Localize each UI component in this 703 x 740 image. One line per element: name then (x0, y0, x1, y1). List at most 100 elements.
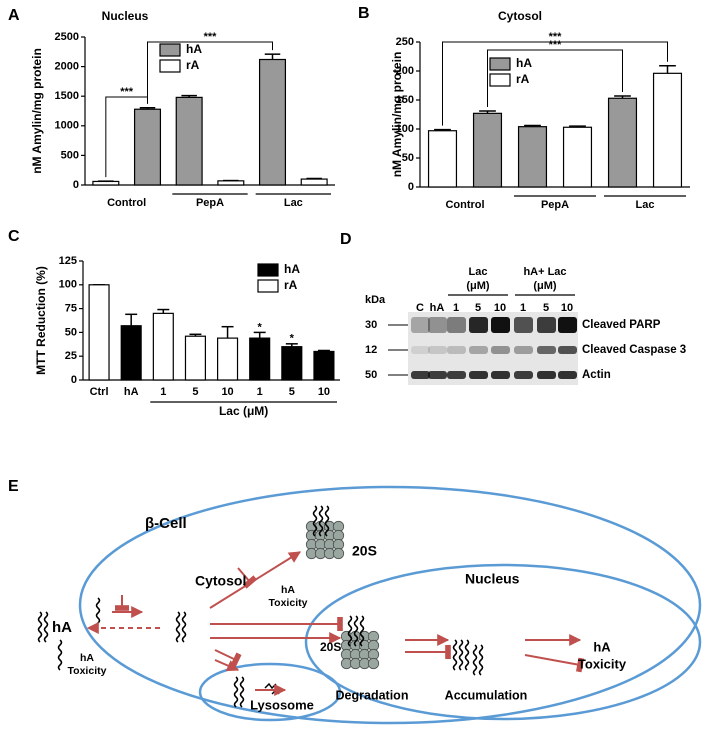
annotation: * (258, 321, 263, 333)
amylin-strand (95, 597, 101, 629)
band-label: Cleaved PARP (582, 319, 661, 331)
y-tick-label: 2000 (55, 61, 79, 73)
bar (258, 58, 287, 186)
amylin-strand (464, 639, 470, 671)
x-tick-label: PepA (541, 199, 569, 211)
arrow (237, 567, 258, 589)
legend-swatch (257, 279, 279, 293)
y-tick-label: 0 (71, 374, 77, 386)
outside-label: hA (52, 619, 72, 636)
bar (152, 312, 174, 381)
panel-label: B (358, 5, 370, 22)
blot-band (447, 371, 466, 379)
lane-label: C (416, 302, 424, 314)
blot-band (411, 346, 430, 354)
toxicity-label: hA (80, 652, 94, 664)
amylin-strand (318, 505, 324, 537)
amylin-strand (458, 639, 464, 671)
blot-band (558, 371, 577, 379)
bar (427, 130, 458, 188)
panel-label: A (8, 7, 20, 24)
chart-title: Cytosol (498, 9, 542, 23)
toxicity-label: Toxicity (68, 665, 107, 677)
significance-label: *** (204, 31, 218, 43)
blot-band (558, 346, 577, 354)
amylin-strand (312, 505, 318, 537)
lysosome-membrane (198, 662, 342, 722)
blot-band (537, 346, 556, 354)
significance-bracket (487, 49, 623, 108)
lane-label: 5 (475, 302, 481, 314)
amylin-strand (175, 611, 181, 643)
toxicity-label: hA (281, 584, 295, 596)
legend-label: hA (186, 42, 202, 56)
amylin-strand (43, 611, 49, 643)
legend-label: hA (516, 56, 532, 70)
amylin-strand (359, 615, 365, 647)
blot-band (447, 346, 466, 354)
y-tick-label: 50 (402, 152, 414, 164)
x-tick-label: hA (124, 386, 139, 398)
legend-label: rA (516, 72, 530, 86)
proteasome-subunit (332, 547, 345, 560)
significance-label: *** (549, 31, 563, 43)
blot-band (411, 317, 430, 333)
blot-band (514, 317, 533, 333)
blot-band (469, 346, 488, 354)
amylin-strand (181, 611, 187, 643)
y-tick-label: 1000 (55, 120, 79, 132)
y-tick-label: 2500 (55, 31, 79, 43)
blot-band (537, 317, 556, 333)
band-label: Cleaved Caspase 3 (582, 344, 686, 356)
bar (88, 284, 110, 381)
amylin-strand (353, 615, 359, 647)
arrow (214, 659, 240, 672)
bar (120, 325, 142, 381)
marker-label: 12 (365, 344, 377, 356)
lysosome-label: Lysosome (250, 697, 314, 712)
y-tick-label: 75 (65, 303, 77, 315)
legend-swatch (159, 43, 181, 57)
bar (92, 180, 120, 186)
kda-label: kDa (365, 294, 386, 306)
legend-swatch (257, 263, 279, 277)
significance-bracket (147, 41, 273, 104)
proteasome-subunit (367, 657, 380, 670)
blot-band (447, 317, 466, 333)
amylin-strand (57, 639, 63, 671)
amylin-strand (239, 676, 245, 708)
amylin-strand (452, 639, 458, 671)
significance-label: *** (120, 86, 134, 98)
lane-group-label: Lac (469, 266, 488, 278)
toxicity-label: hA (593, 639, 611, 654)
blot-band (537, 371, 556, 379)
y-tick-label: 25 (65, 350, 77, 362)
degradation-label: Degradation (336, 688, 409, 702)
bar (300, 178, 328, 186)
lane-label: 5 (543, 302, 549, 314)
significance-bracket (442, 41, 668, 126)
blot-band (428, 371, 447, 379)
x-tick-label: PepA (196, 197, 224, 209)
legend-label: rA (284, 278, 298, 292)
bar (562, 126, 593, 188)
lane-label: 10 (494, 302, 506, 314)
bar (313, 350, 335, 381)
arrow (214, 649, 242, 668)
bar (184, 335, 206, 381)
bar (281, 346, 303, 381)
blot-band (558, 317, 577, 333)
y-tick-label: 200 (396, 65, 414, 77)
band-label: Actin (582, 369, 611, 381)
y-axis-label: nM Amylin/mg protein (30, 48, 44, 174)
cell-membrane (78, 485, 702, 725)
y-tick-label: 150 (396, 94, 414, 106)
blot-band (491, 317, 510, 333)
y-tick-label: 250 (396, 36, 414, 48)
blot-band (411, 371, 430, 379)
nucleus-label: Nucleus (465, 571, 520, 587)
toxicity-label: Toxicity (269, 597, 308, 609)
lane-group-label: hA+ Lac (523, 266, 566, 278)
lane-label: hA (430, 302, 445, 314)
